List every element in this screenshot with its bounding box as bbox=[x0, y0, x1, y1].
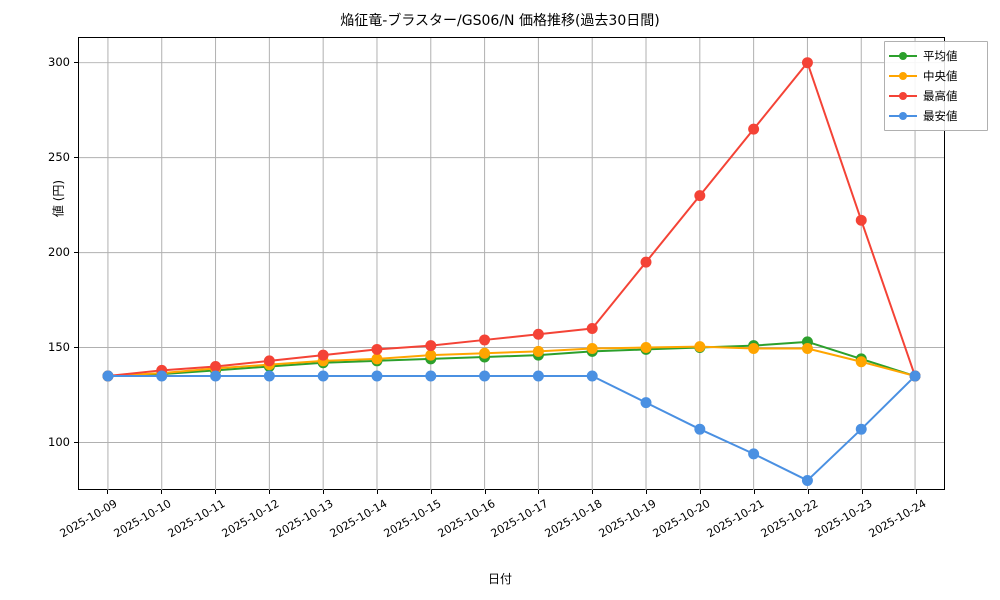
data-point bbox=[801, 474, 813, 486]
data-point bbox=[317, 349, 329, 361]
data-point bbox=[532, 328, 544, 340]
data-point bbox=[371, 343, 383, 355]
data-point bbox=[694, 341, 706, 353]
data-point bbox=[479, 334, 491, 346]
data-point bbox=[532, 370, 544, 382]
data-point bbox=[425, 349, 437, 361]
series-line-最安値 bbox=[106, 375, 917, 482]
data-point bbox=[371, 370, 383, 382]
series-line-平均値 bbox=[106, 340, 917, 378]
data-point bbox=[210, 361, 222, 373]
data-point bbox=[748, 123, 760, 135]
data-point bbox=[479, 347, 491, 359]
y-tick-mark bbox=[74, 347, 78, 349]
legend-swatch-min bbox=[889, 110, 917, 122]
data-point bbox=[640, 397, 652, 409]
data-point bbox=[102, 370, 114, 382]
x-tick-mark bbox=[430, 490, 432, 494]
x-tick-mark bbox=[268, 490, 270, 494]
y-tick-mark bbox=[74, 156, 78, 158]
data-point bbox=[748, 448, 760, 460]
data-point bbox=[694, 190, 706, 202]
x-tick-mark bbox=[214, 490, 216, 494]
x-tick-mark bbox=[916, 490, 917, 494]
data-point bbox=[210, 370, 222, 382]
x-tick-mark bbox=[592, 490, 594, 494]
data-point bbox=[586, 323, 598, 335]
y-tick-label: 200 bbox=[48, 245, 70, 260]
legend-swatch-average bbox=[889, 50, 917, 62]
data-point bbox=[801, 57, 813, 69]
y-tick-mark bbox=[74, 61, 78, 63]
legend-label-min: 最安値 bbox=[923, 109, 958, 123]
legend-item-median[interactable]: 中央値 bbox=[889, 66, 982, 86]
data-point bbox=[479, 370, 491, 382]
x-tick-mark bbox=[754, 490, 756, 494]
data-point bbox=[156, 370, 168, 382]
y-tick-label: 250 bbox=[48, 149, 70, 164]
data-point bbox=[855, 214, 867, 226]
data-point bbox=[640, 342, 652, 354]
data-point bbox=[532, 345, 544, 357]
legend-label-median: 中央値 bbox=[923, 69, 958, 83]
data-point bbox=[425, 370, 437, 382]
y-tick-label: 300 bbox=[48, 54, 70, 69]
legend-label-average: 平均値 bbox=[923, 49, 958, 63]
data-layer bbox=[102, 57, 921, 486]
x-tick-mark bbox=[484, 490, 486, 494]
x-tick-mark bbox=[808, 490, 810, 494]
y-tick-label: 150 bbox=[48, 340, 70, 355]
x-tick-mark bbox=[646, 490, 648, 494]
plot-area bbox=[78, 37, 945, 490]
data-point bbox=[586, 342, 598, 354]
x-tick-mark bbox=[322, 490, 324, 494]
chart-legend: 平均値 中央値 最高値 最安値 bbox=[884, 41, 988, 131]
x-axis-title: 日付 bbox=[487, 572, 512, 586]
data-point bbox=[317, 370, 329, 382]
legend-item-min[interactable]: 最安値 bbox=[889, 106, 982, 126]
series-line-最高値 bbox=[106, 61, 917, 378]
legend-item-max[interactable]: 最高値 bbox=[889, 86, 982, 106]
x-tick-mark bbox=[376, 490, 378, 494]
data-point bbox=[640, 256, 652, 268]
data-point bbox=[801, 342, 813, 354]
data-point bbox=[909, 370, 921, 382]
legend-item-average[interactable]: 平均値 bbox=[889, 46, 982, 66]
data-point bbox=[263, 355, 275, 367]
x-tick-mark bbox=[700, 490, 702, 494]
data-point bbox=[855, 423, 867, 435]
data-point bbox=[694, 423, 706, 435]
legend-label-max: 最高値 bbox=[923, 89, 958, 103]
y-tick-label: 100 bbox=[48, 435, 70, 450]
data-point bbox=[371, 353, 383, 365]
series-line-中央値 bbox=[106, 345, 917, 378]
data-point bbox=[263, 370, 275, 382]
data-point bbox=[586, 370, 598, 382]
data-point bbox=[855, 356, 867, 368]
x-tick-mark bbox=[862, 490, 864, 494]
x-tick-mark bbox=[538, 490, 540, 494]
x-tick-mark bbox=[107, 490, 108, 494]
grid-layer bbox=[79, 38, 944, 490]
legend-swatch-max bbox=[889, 90, 917, 102]
x-tick-mark bbox=[160, 490, 162, 494]
legend-swatch-median bbox=[889, 70, 917, 82]
y-tick-mark bbox=[74, 252, 78, 254]
data-point bbox=[748, 342, 760, 354]
data-point bbox=[425, 340, 437, 352]
y-tick-mark bbox=[74, 442, 78, 444]
chart-title: 焔征竜-ブラスター/GS06/N 価格推移(過去30日間) bbox=[340, 13, 660, 29]
